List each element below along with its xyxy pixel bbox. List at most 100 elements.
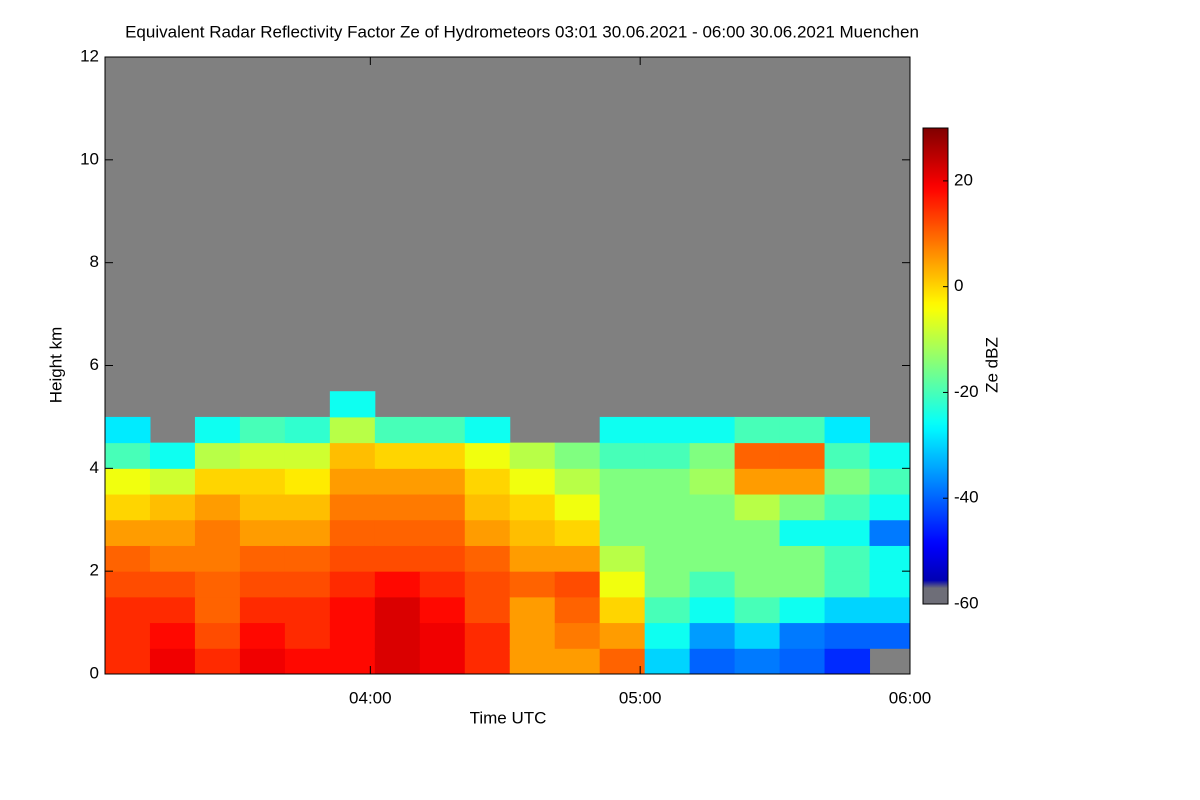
heat-cell bbox=[689, 622, 736, 649]
heat-cell bbox=[149, 648, 196, 675]
heat-cell bbox=[824, 519, 871, 546]
heat-cell bbox=[194, 494, 241, 521]
heat-cell bbox=[779, 596, 826, 624]
chart-title: Equivalent Radar Reflectivity Factor Ze … bbox=[125, 22, 919, 41]
heat-cell bbox=[689, 545, 736, 572]
heat-cell bbox=[194, 442, 241, 469]
heat-cell bbox=[149, 596, 196, 624]
heat-cell bbox=[419, 442, 466, 469]
heat-cell bbox=[239, 442, 286, 469]
heat-cell bbox=[419, 622, 466, 649]
heat-cell bbox=[105, 468, 151, 495]
colorbar-tick-label: -40 bbox=[954, 488, 979, 507]
heat-cell bbox=[105, 648, 151, 675]
heat-cell bbox=[779, 571, 826, 598]
heat-cell bbox=[419, 468, 466, 495]
heat-cell bbox=[689, 596, 736, 624]
heat-cell bbox=[734, 494, 781, 521]
heat-cell bbox=[779, 519, 826, 546]
heat-cell bbox=[419, 494, 466, 521]
heat-cell bbox=[464, 545, 511, 572]
heat-cell bbox=[734, 622, 781, 649]
heat-cell bbox=[105, 442, 151, 469]
heat-cell bbox=[824, 622, 871, 649]
heat-cell bbox=[329, 442, 376, 469]
heat-cell bbox=[689, 519, 736, 546]
heat-cell bbox=[554, 596, 601, 624]
heat-cell bbox=[374, 648, 421, 675]
heat-cell bbox=[464, 468, 511, 495]
heat-cell bbox=[239, 494, 286, 521]
colorbar bbox=[922, 127, 949, 605]
heat-cell bbox=[464, 648, 511, 675]
heat-cell bbox=[824, 416, 871, 444]
heat-cell bbox=[869, 494, 911, 521]
heat-cell bbox=[239, 545, 286, 572]
heat-cell bbox=[149, 468, 196, 495]
heat-cell bbox=[149, 571, 196, 598]
heat-cell bbox=[464, 519, 511, 546]
y-tick-label: 10 bbox=[80, 149, 99, 168]
heat-cell bbox=[599, 622, 646, 649]
heat-cell bbox=[734, 468, 781, 495]
heat-cell bbox=[644, 468, 691, 495]
heat-cell bbox=[464, 442, 511, 469]
heat-cell bbox=[284, 468, 331, 495]
y-tick-label: 4 bbox=[90, 458, 99, 477]
heat-cell bbox=[419, 571, 466, 598]
heat-cell bbox=[194, 648, 241, 675]
heat-cell bbox=[779, 494, 826, 521]
heat-cell bbox=[554, 468, 601, 495]
heat-cell bbox=[194, 468, 241, 495]
heat-cell bbox=[329, 519, 376, 546]
heat-cell bbox=[644, 596, 691, 624]
heat-cell bbox=[329, 571, 376, 598]
heat-cell bbox=[284, 416, 331, 444]
heat-cell bbox=[374, 442, 421, 469]
heat-cell bbox=[824, 442, 871, 469]
heat-cell bbox=[374, 545, 421, 572]
heat-cell bbox=[374, 468, 421, 495]
heat-cell bbox=[374, 596, 421, 624]
heat-cell bbox=[509, 648, 556, 675]
heat-cell bbox=[419, 416, 466, 444]
heat-cell bbox=[105, 416, 151, 444]
heat-cell bbox=[779, 468, 826, 495]
heat-cell bbox=[599, 494, 646, 521]
x-tick-label: 06:00 bbox=[889, 688, 932, 707]
heat-cell bbox=[689, 468, 736, 495]
heat-cell bbox=[149, 494, 196, 521]
heat-cell bbox=[599, 596, 646, 624]
heat-cell bbox=[689, 648, 736, 675]
heat-cell bbox=[554, 648, 601, 675]
heat-cell bbox=[149, 519, 196, 546]
heat-cell bbox=[329, 416, 376, 444]
y-axis-label: Height km bbox=[46, 327, 65, 404]
heat-cell bbox=[644, 622, 691, 649]
heat-cell bbox=[284, 596, 331, 624]
heat-cell bbox=[689, 442, 736, 469]
heat-cell bbox=[239, 648, 286, 675]
heat-cell bbox=[284, 442, 331, 469]
heat-cell bbox=[239, 519, 286, 546]
heat-cell bbox=[779, 648, 826, 675]
heat-cell bbox=[869, 442, 911, 469]
x-tick-label: 05:00 bbox=[619, 688, 662, 707]
heat-cell bbox=[239, 622, 286, 649]
heat-cell bbox=[105, 596, 151, 624]
heat-cell bbox=[194, 416, 241, 444]
heat-cell bbox=[105, 494, 151, 521]
colorbar-tick-label: -60 bbox=[954, 593, 979, 612]
heat-cell bbox=[284, 545, 331, 572]
heat-cell bbox=[149, 622, 196, 649]
heat-cell bbox=[374, 519, 421, 546]
heat-cell bbox=[599, 545, 646, 572]
heat-cell bbox=[779, 545, 826, 572]
heat-cell bbox=[509, 596, 556, 624]
heat-cell bbox=[554, 622, 601, 649]
heat-cell bbox=[599, 648, 646, 675]
heat-cell bbox=[824, 545, 871, 572]
heat-cell bbox=[194, 622, 241, 649]
heat-cell bbox=[734, 571, 781, 598]
heat-cell bbox=[644, 545, 691, 572]
